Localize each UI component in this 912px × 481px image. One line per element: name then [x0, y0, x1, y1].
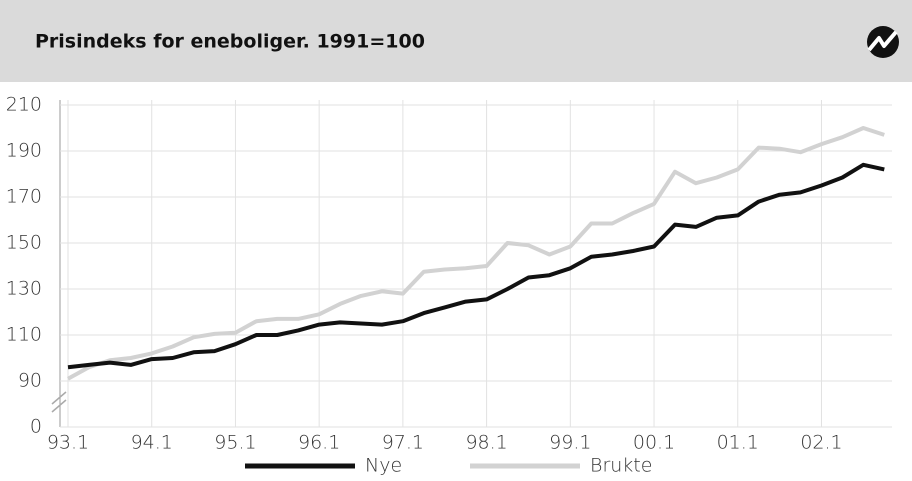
legend-label: Nye [365, 455, 402, 477]
series-line [67, 162, 885, 370]
y-tick-label: 130 [6, 278, 42, 300]
x-tick-label: 94.1 [131, 432, 173, 454]
x-tick-label: 01.1 [717, 432, 759, 454]
x-tick-label: 95.1 [214, 432, 256, 454]
y-tick-label: 0 [30, 416, 42, 438]
y-tick-label: 210 [6, 94, 42, 116]
chart-title: Prisindeks for eneboliger. 1991=100 [35, 31, 425, 53]
x-tick-label: 96.1 [298, 432, 340, 454]
axis-break [51, 391, 67, 413]
y-tick-label: 110 [6, 324, 42, 346]
x-tick-label: 93.1 [47, 432, 89, 454]
logo-icon [867, 26, 899, 58]
x-tick-label: 00.1 [633, 432, 675, 454]
y-tick-label: 190 [6, 140, 42, 162]
y-tick-label: 90 [18, 370, 42, 392]
x-tick-label: 99.1 [549, 432, 591, 454]
x-tick-label: 97.1 [382, 432, 424, 454]
legend-label: Brukte [590, 455, 652, 477]
header-band [0, 0, 912, 82]
y-tick-label: 150 [6, 232, 42, 254]
y-tick-label: 170 [6, 186, 42, 208]
series-line [67, 126, 885, 381]
x-tick-label: 98.1 [465, 432, 507, 454]
x-tick-label: 02.1 [800, 432, 842, 454]
